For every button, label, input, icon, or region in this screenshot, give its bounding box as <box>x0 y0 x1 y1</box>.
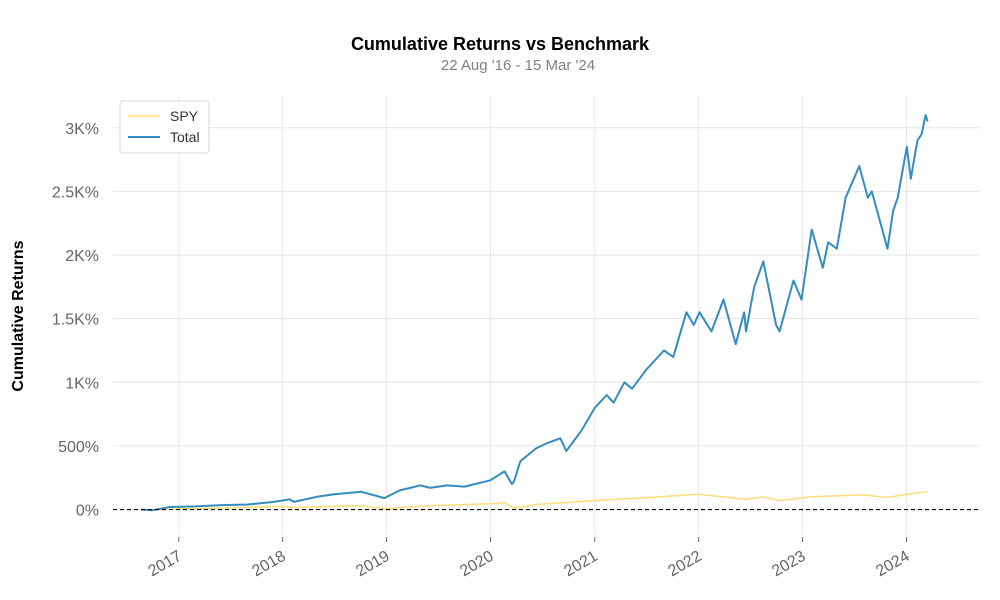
y-axis-label: Cumulative Returns <box>10 240 27 391</box>
x-tick-label: 2023 <box>769 548 808 581</box>
y-tick-label: 1K% <box>65 375 99 392</box>
x-tick-label: 2024 <box>873 548 912 581</box>
y-tick-label: 1.5K% <box>52 312 99 329</box>
series-layer <box>113 114 980 512</box>
y-tick-label: 2.5K% <box>52 184 99 201</box>
legend-label-total: Total <box>170 129 200 145</box>
y-tick-label: 500% <box>58 439 99 456</box>
y-tick-label: 0% <box>76 503 99 520</box>
series-line-total <box>141 114 929 512</box>
x-tick-label: 2022 <box>665 548 704 581</box>
x-tick-label: 2017 <box>145 548 184 581</box>
x-tick-label: 2018 <box>249 548 288 581</box>
y-tick-label: 3K% <box>65 121 99 138</box>
grid-layer <box>113 96 980 535</box>
tick-layer: 0% 500% 1K% 1.5K% 2K% 2.5K% 3K% 2017 2018 2019 202… <box>52 121 913 580</box>
y-tick-label: 2K% <box>65 248 99 265</box>
legend: SPY Total <box>119 100 210 154</box>
x-tick-label: 2021 <box>561 548 600 581</box>
chart-title: Cumulative Returns vs Benchmark <box>351 34 650 54</box>
chart-subtitle: 22 Aug '16 - 15 Mar '24 <box>441 57 595 74</box>
series-line-spy <box>141 490 928 511</box>
x-tick-label: 2020 <box>457 548 496 581</box>
x-tick-label: 2019 <box>353 548 392 581</box>
legend-label-spy: SPY <box>170 108 199 124</box>
legend-box <box>119 100 210 154</box>
